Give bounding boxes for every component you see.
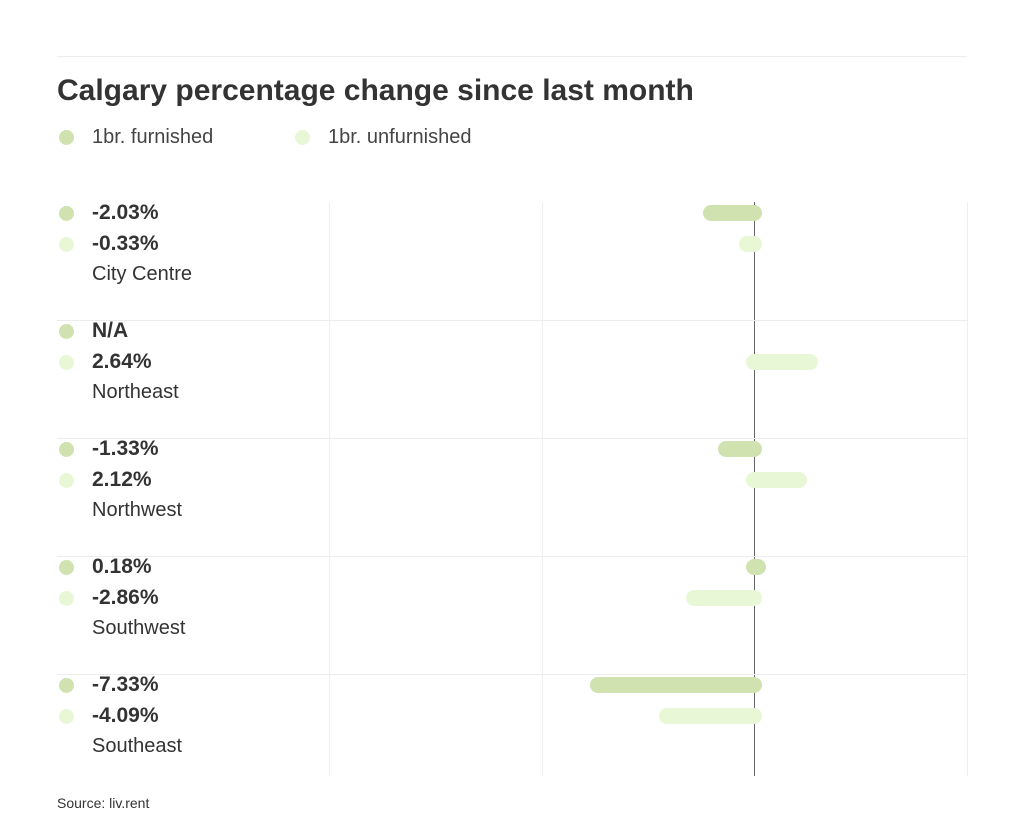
row-divider bbox=[57, 674, 967, 675]
category-label: City Centre bbox=[92, 263, 193, 285]
legend-label-furnished: 1br. furnished bbox=[92, 125, 214, 148]
legend-item-furnished: 1br. furnished bbox=[57, 124, 213, 150]
series-dot bbox=[59, 590, 74, 606]
data-label: 2.12% bbox=[92, 468, 152, 491]
category-label: Southwest bbox=[92, 617, 186, 639]
category-label: Northeast bbox=[92, 381, 179, 403]
legend-swatch-unfurnished bbox=[295, 129, 310, 145]
data-label: N/A bbox=[92, 319, 129, 342]
value-row-unfurnished: -2.86% bbox=[59, 585, 159, 611]
gridline-0 bbox=[329, 202, 330, 776]
bar-unfurnished-southeast bbox=[659, 708, 763, 724]
value-row-unfurnished: 2.12% bbox=[59, 467, 152, 493]
bar-furnished-city-centre bbox=[703, 205, 763, 221]
category-label: Northwest bbox=[92, 499, 183, 521]
row-divider bbox=[57, 556, 967, 557]
series-dot bbox=[59, 708, 74, 724]
top-divider bbox=[57, 56, 967, 57]
bar-unfurnished-city-centre bbox=[739, 236, 763, 252]
series-dot bbox=[59, 323, 74, 339]
zero-axis-line bbox=[754, 202, 755, 776]
series-dot bbox=[59, 205, 74, 221]
bar-unfurnished-northwest bbox=[746, 472, 808, 488]
value-row-furnished: -7.33% bbox=[59, 672, 159, 698]
category-label: Southeast bbox=[92, 735, 183, 757]
gridline-3 bbox=[967, 202, 968, 776]
series-dot bbox=[59, 559, 74, 575]
value-row-furnished: -1.33% bbox=[59, 436, 159, 462]
data-label: -0.33% bbox=[92, 232, 159, 255]
value-row-unfurnished: -0.33% bbox=[59, 231, 159, 257]
series-dot bbox=[59, 441, 74, 457]
data-label: -4.09% bbox=[92, 704, 159, 727]
value-row-unfurnished: -4.09% bbox=[59, 703, 159, 729]
data-label: -7.33% bbox=[92, 673, 159, 696]
bar-furnished-northwest bbox=[718, 441, 763, 457]
data-label: -1.33% bbox=[92, 437, 159, 460]
row-divider bbox=[57, 320, 967, 321]
data-label: 2.64% bbox=[92, 350, 152, 373]
value-row-furnished: -2.03% bbox=[59, 200, 159, 226]
value-row-unfurnished: 2.64% bbox=[59, 349, 152, 375]
series-dot bbox=[59, 472, 74, 488]
series-dot bbox=[59, 677, 74, 693]
series-dot bbox=[59, 354, 74, 370]
data-label: -2.03% bbox=[92, 201, 159, 224]
bar-unfurnished-southwest bbox=[685, 590, 763, 606]
bar-furnished-southeast bbox=[590, 677, 763, 693]
gridline-1 bbox=[542, 202, 543, 776]
legend-label-unfurnished: 1br. unfurnished bbox=[328, 125, 472, 148]
value-row-furnished: N/A bbox=[59, 318, 128, 344]
value-row-furnished: 0.18% bbox=[59, 554, 152, 580]
legend-item-unfurnished: 1br. unfurnished bbox=[293, 124, 471, 150]
data-label: 0.18% bbox=[92, 555, 152, 578]
series-dot bbox=[59, 236, 74, 252]
data-label: -2.86% bbox=[92, 586, 159, 609]
legend-swatch-furnished bbox=[59, 129, 74, 145]
source-note: Source: liv.rent bbox=[57, 795, 150, 811]
bar-furnished-southwest bbox=[746, 559, 767, 575]
bar-unfurnished-northeast bbox=[746, 354, 819, 370]
chart-title: Calgary percentage change since last mon… bbox=[57, 74, 694, 107]
row-divider bbox=[57, 438, 967, 439]
